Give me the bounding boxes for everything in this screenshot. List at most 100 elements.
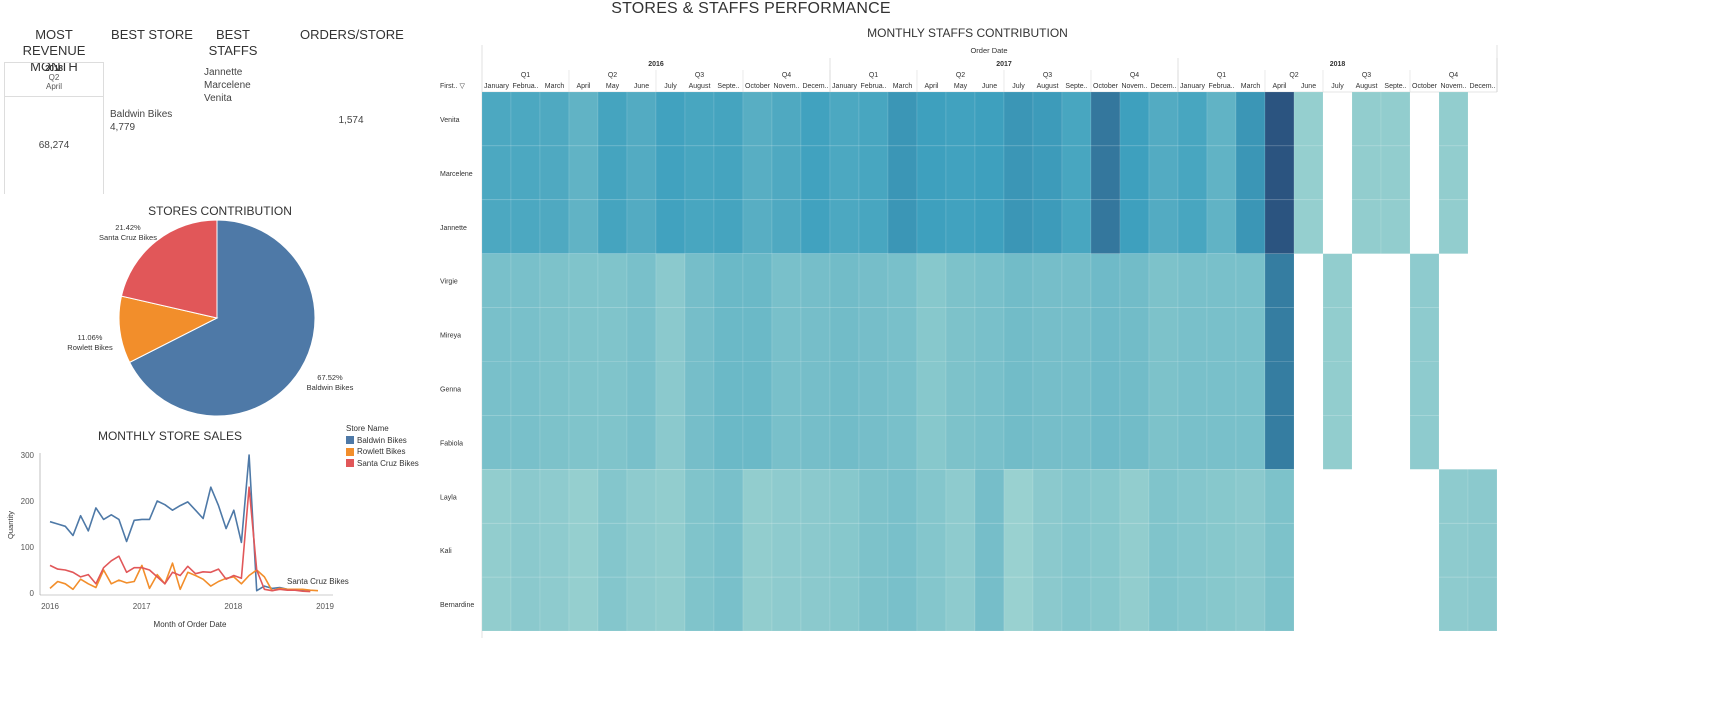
heatmap-cell: [1032, 145, 1063, 201]
legend-item[interactable]: Baldwin Bikes: [346, 435, 419, 447]
best-staff-name: Marcelene: [204, 80, 251, 91]
heatmap-cell: [655, 91, 686, 147]
heatmap-cell: [626, 468, 657, 524]
month-label: August: [1356, 83, 1378, 90]
heatmap-cell: [539, 415, 570, 470]
legend-item[interactable]: Santa Cruz Bikes: [346, 458, 419, 470]
heatmap-cell: [1177, 253, 1208, 308]
pie-slice: [128, 219, 316, 417]
monthly-store-sales-line-chart: 0 100 200 300 2016 2017 2018 2019 Month of Order…: [6, 451, 349, 629]
heatmap-cell: [481, 415, 512, 470]
best-staff-name: Venita: [204, 93, 232, 104]
heatmap-cell: [916, 307, 947, 362]
heatmap-cell: [887, 468, 918, 524]
heatmap-cell: [858, 145, 889, 201]
best-store-value: 4,779: [110, 122, 136, 133]
heatmap-cell: [1264, 468, 1295, 524]
year-label: 2016: [648, 61, 664, 68]
heatmap-cell: [1235, 145, 1266, 201]
heatmap-cell: [655, 253, 686, 308]
heatmap-cell: [626, 415, 657, 470]
heatmap-cell: [481, 145, 512, 201]
heatmap-cell: [771, 145, 802, 201]
row-label: Layla: [440, 494, 457, 501]
heatmap-cell: [1409, 307, 1440, 362]
quarter-label: Q1: [521, 72, 530, 79]
heatmap-cell: [1264, 361, 1295, 416]
heatmap-cell: [1235, 307, 1266, 362]
heatmap-cell: [829, 199, 860, 255]
heatmap-cell: [916, 91, 947, 147]
heatmap-cell: [684, 522, 715, 578]
heatmap-cell: [887, 91, 918, 147]
heatmap-cell: [1119, 415, 1150, 470]
heatmap-cell: [800, 415, 831, 470]
heatmap-cell: [945, 91, 976, 147]
heatmap-cell: [597, 307, 628, 362]
row-label: Virgie: [440, 279, 458, 286]
heatmap-cell: [800, 91, 831, 147]
heatmap-cell: [1438, 199, 1469, 255]
heatmap-cell: [1177, 522, 1208, 578]
month-label: May: [954, 83, 968, 90]
heatmap-cell: [713, 522, 744, 578]
heatmap-cell: [1467, 522, 1498, 578]
heatmap-cell: [1090, 361, 1121, 416]
heatmap-cell: [742, 91, 773, 147]
kpi-month: April: [45, 82, 62, 91]
heatmap-cell: [597, 145, 628, 201]
heatmap-cell: [858, 361, 889, 416]
heatmap-cell: [1206, 522, 1237, 578]
best-store-header: BEST STORE: [111, 27, 193, 42]
pie-pct-label: 21.42%: [115, 223, 141, 232]
heatmap-cell: [1061, 307, 1092, 362]
legend-item[interactable]: Rowlett Bikes: [346, 446, 419, 458]
quarter-label: Q4: [1449, 72, 1458, 79]
heatmap-cell: [626, 307, 657, 362]
heatmap-cell: [713, 307, 744, 362]
heatmap-cell: [1148, 576, 1179, 632]
heatmap-cell: [539, 253, 570, 308]
heatmap-cell: [1032, 415, 1063, 470]
heatmap-cell: [887, 522, 918, 578]
heatmap-cell: [829, 145, 860, 201]
heatmap-cell: [1003, 253, 1034, 308]
heatmap-cell: [1235, 468, 1266, 524]
heatmap-cell: [916, 468, 947, 524]
heatmap-cell: [1177, 468, 1208, 524]
y-tick-label: 200: [21, 497, 35, 506]
best-staff-name: Jannette: [204, 67, 243, 78]
heatmap-cell: [974, 91, 1005, 147]
most-revenue-value: 68,274: [38, 140, 70, 151]
x-tick-label: 2016: [41, 602, 59, 611]
best-staffs-list: Jannette Marcelene Venita: [204, 66, 251, 105]
kpi-quarter: Q2: [48, 73, 60, 82]
heatmap-cell: [1264, 91, 1295, 147]
heatmap-cell: [1061, 91, 1092, 147]
heatmap-cell: [1061, 468, 1092, 524]
heatmap-cell: [655, 522, 686, 578]
heatmap-cell: [539, 522, 570, 578]
heatmap-cell: [829, 253, 860, 308]
heatmap-cell: [481, 361, 512, 416]
quarter-label: Q2: [608, 72, 617, 79]
heatmap-cell: [510, 522, 541, 578]
heatmap-cell: [1264, 522, 1295, 578]
row-label: Marcelene: [440, 171, 473, 178]
quarter-label: Q3: [1362, 72, 1371, 79]
heatmap-cell: [684, 415, 715, 470]
heatmap-cell: [1206, 307, 1237, 362]
month-label: April: [1272, 83, 1286, 90]
heatmap-cell: [597, 253, 628, 308]
heatmap-cell: [481, 522, 512, 578]
heatmap-cell: [945, 468, 976, 524]
heatmap-cell: [1351, 91, 1382, 147]
heatmap-cell: [1206, 415, 1237, 470]
month-label: October: [745, 83, 771, 90]
legend-swatch: [346, 436, 354, 445]
heatmap-cell: [1235, 199, 1266, 255]
heatmap-cell: [1235, 576, 1266, 632]
quarter-label: Q3: [695, 72, 704, 79]
heatmap-cell: [829, 522, 860, 578]
